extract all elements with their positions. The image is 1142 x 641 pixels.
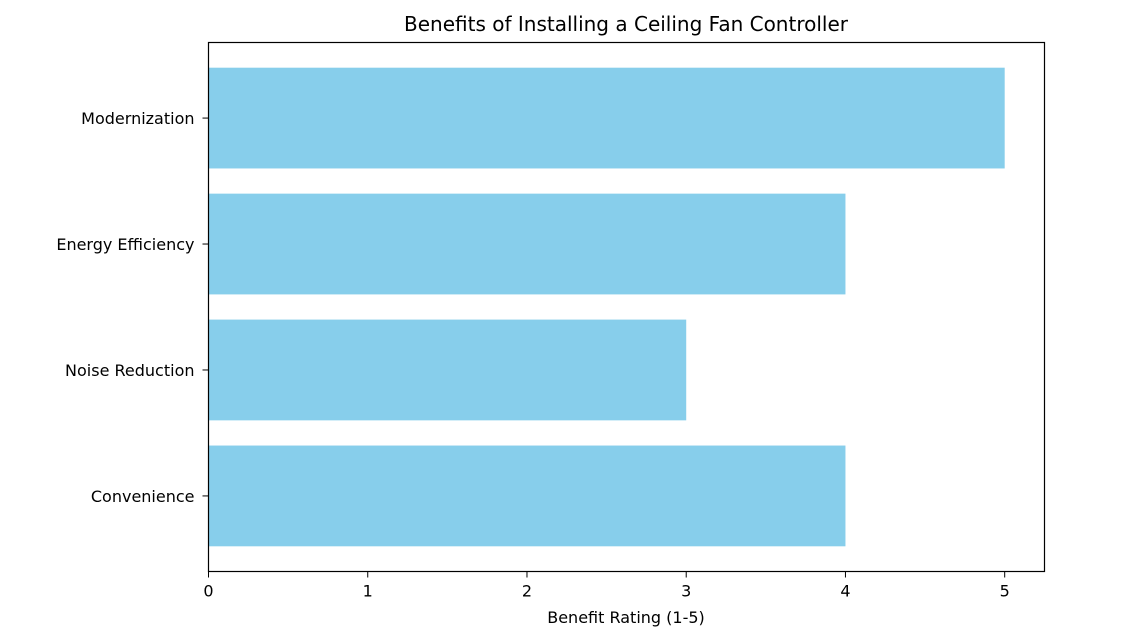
x-tick-label: 4 [840, 582, 850, 601]
y-tick-label: Noise Reduction [65, 361, 194, 380]
bar-energy-efficiency [208, 193, 846, 295]
plot-frame [207, 41, 1046, 573]
x-tick-label: 5 [1000, 582, 1010, 601]
bar-noise-reduction [208, 319, 687, 421]
x-tick-label: 0 [203, 582, 213, 601]
y-tick-label: Modernization [81, 109, 194, 128]
bars-layer [208, 67, 1005, 547]
x-tick-label: 1 [363, 582, 373, 601]
x-axis-ticks: 0 1 2 3 4 5 [203, 571, 1010, 601]
bar-modernization [208, 67, 1005, 169]
chart-title: Benefits of Installing a Ceiling Fan Con… [404, 12, 849, 36]
x-tick-label: 3 [681, 582, 691, 601]
y-tick-label: Energy Efficiency [56, 235, 194, 254]
x-axis-label: Benefit Rating (1-5) [547, 608, 705, 627]
x-tick-label: 2 [522, 582, 532, 601]
bar-convenience [208, 445, 846, 547]
y-axis-ticks: Convenience Noise Reduction Energy Efficie… [56, 109, 209, 506]
y-tick-label: Convenience [91, 487, 195, 506]
